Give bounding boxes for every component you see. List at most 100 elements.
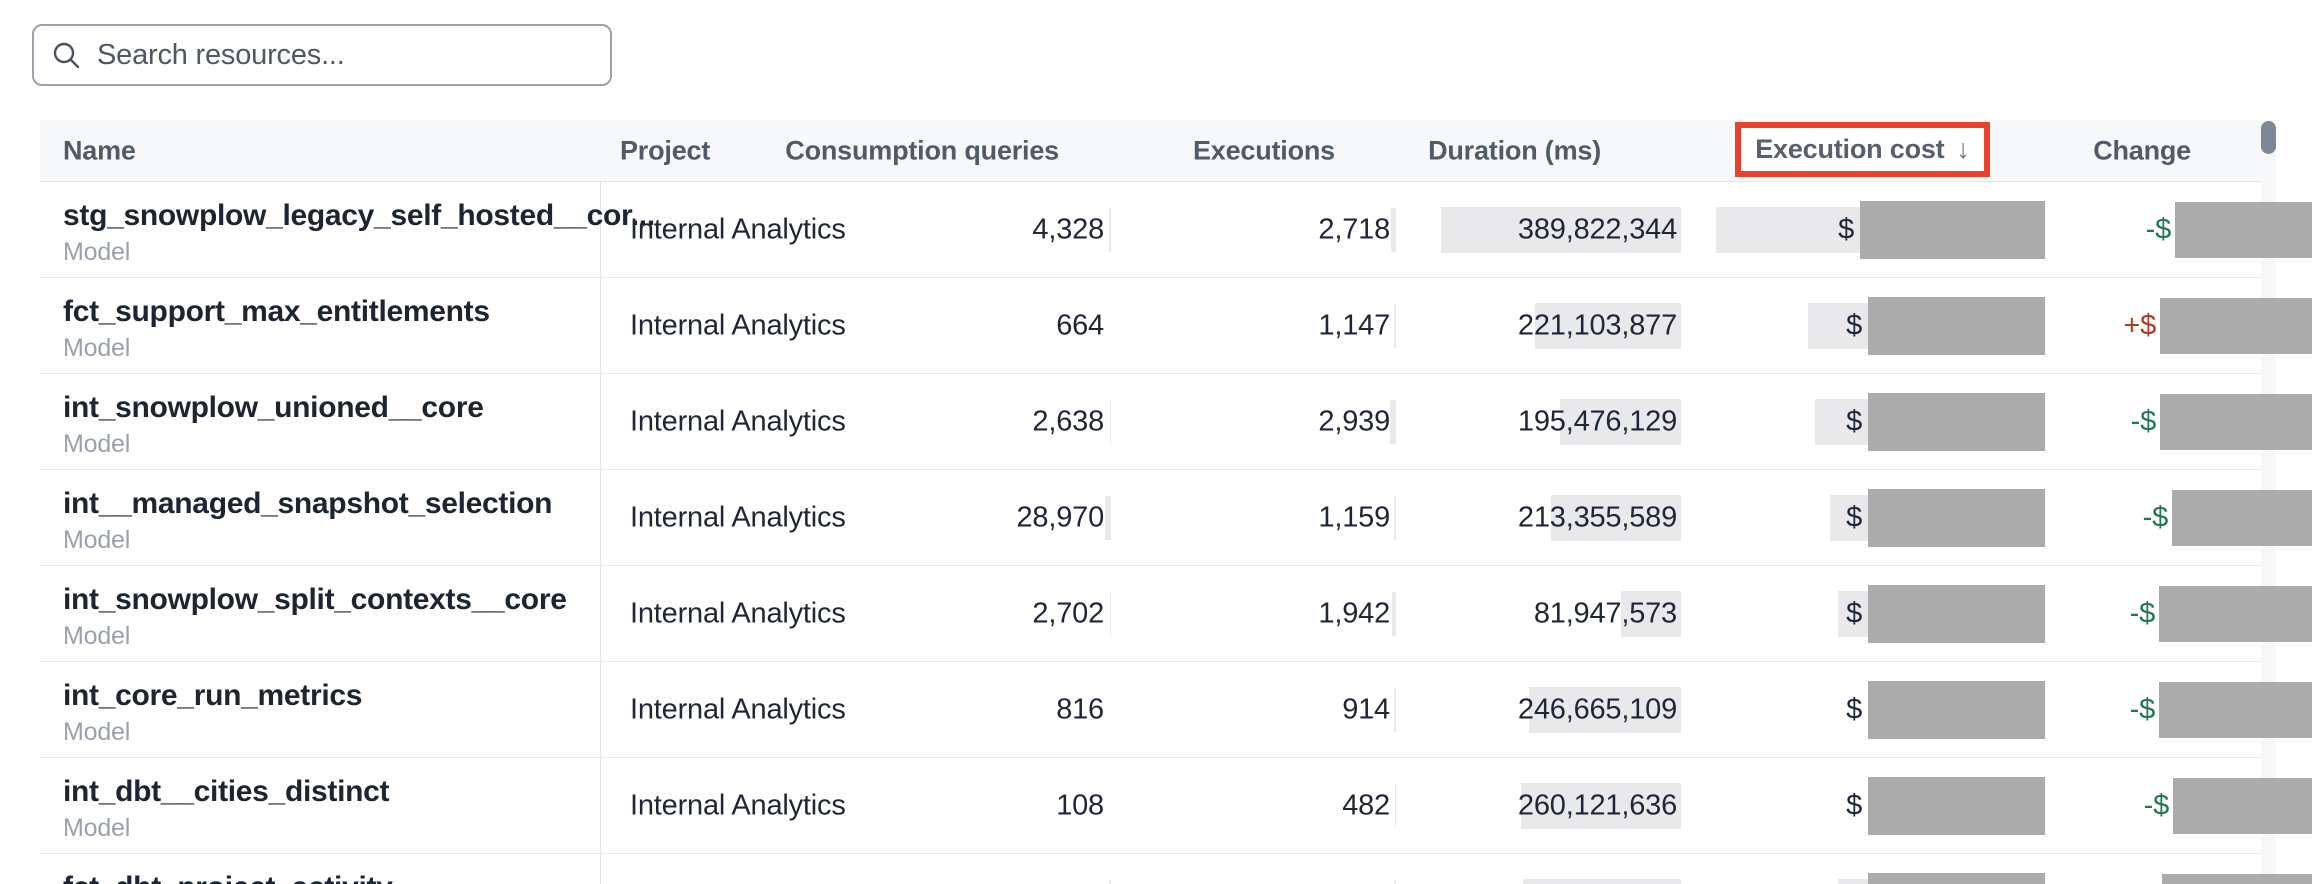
duration-cell: 213,355,589 [1517, 501, 1677, 534]
row-divider [40, 757, 2261, 758]
execution-cost-redaction-block [1868, 489, 2045, 547]
table-row[interactable]: int_snowplow_unioned__core Model Interna… [40, 374, 2312, 470]
execution-cost-currency: $ [1846, 693, 1862, 726]
duration-bar [1551, 495, 1681, 541]
executions-cell: 1,159 [1318, 501, 1390, 534]
column-header-change[interactable]: Change [2093, 135, 2191, 165]
execution-cost-currency: $ [1846, 789, 1862, 822]
execution-cost-currency: $ [1838, 213, 1854, 246]
resource-name[interactable]: int_dbt__cities_distinct [63, 775, 390, 808]
execution-cost-bar [1808, 303, 1868, 349]
table-row[interactable]: int_core_run_metrics Model Internal Anal… [40, 662, 2312, 758]
change-sign: +$ [2123, 309, 2156, 342]
executions-bar [1390, 400, 1396, 444]
executions-cell: 2,718 [1318, 213, 1390, 246]
project-cell: Internal Analytics [630, 789, 846, 822]
duration-bar [1521, 783, 1681, 829]
resource-name-cell[interactable]: stg_snowplow_legacy_self_hosted__cor... … [63, 199, 655, 267]
resources-table: Name Project Consumption queries Executi… [40, 120, 2312, 884]
table-row[interactable]: stg_snowplow_legacy_self_hosted__cor... … [40, 182, 2312, 278]
resource-type-label: Model [63, 238, 131, 266]
change-redaction-block [2160, 394, 2312, 450]
search-box[interactable] [32, 24, 612, 86]
table-row[interactable]: fct_dbt_project_activity Model [40, 854, 2312, 884]
change-sign: -$ [2142, 501, 2169, 534]
column-header-duration[interactable]: Duration (ms) [1428, 135, 1601, 165]
column-header-consumption-queries[interactable]: Consumption queries [785, 135, 1059, 165]
execution-cost-bar [1830, 495, 1868, 541]
resource-name-cell[interactable]: int_core_run_metrics Model [63, 679, 362, 747]
duration-cell: 389,822,344 [1517, 213, 1677, 246]
duration-cell: 195,476,129 [1517, 405, 1677, 438]
resource-name[interactable]: int__managed_snapshot_selection [63, 487, 553, 520]
consumption-queries-bar [1109, 880, 1111, 884]
execution-cost-redaction-block [1868, 873, 2045, 884]
resource-name-cell[interactable]: int_dbt__cities_distinct Model [63, 775, 390, 843]
change-redaction-block [2172, 490, 2312, 546]
table-row[interactable]: int_dbt__cities_distinct Model Internal … [40, 758, 2312, 854]
executions-cell: 1,942 [1318, 597, 1390, 630]
change-redaction-block [2159, 682, 2312, 738]
project-cell: Internal Analytics [630, 213, 846, 246]
project-cell: Internal Analytics [630, 693, 846, 726]
resource-name[interactable]: stg_snowplow_legacy_self_hosted__cor... [63, 199, 655, 232]
execution-cost-redaction-block [1860, 201, 2045, 259]
executions-cell: 914 [1342, 693, 1390, 726]
execution-cost-bar [1716, 207, 1860, 253]
duration-cell: 246,665,109 [1517, 693, 1677, 726]
column-header-execution-cost[interactable]: Execution cost [1755, 134, 1945, 164]
column-header-name[interactable]: Name [63, 135, 136, 165]
duration-cell: 260,121,636 [1517, 789, 1677, 822]
column-header-project[interactable]: Project [620, 135, 711, 165]
row-divider [40, 469, 2261, 470]
resource-type-label: Model [63, 526, 131, 554]
vertical-scrollbar-thumb[interactable] [2261, 121, 2276, 154]
row-divider [40, 661, 2261, 662]
table-row[interactable]: int_snowplow_split_contexts__core Model … [40, 566, 2312, 662]
duration-bar [1621, 591, 1681, 637]
table-row[interactable]: fct_support_max_entitlements Model Inter… [40, 278, 2312, 374]
change-redaction-block [2175, 202, 2312, 258]
resource-name[interactable]: fct_support_max_entitlements [63, 295, 490, 328]
executions-bar [1394, 304, 1396, 348]
resource-type-label: Model [63, 718, 131, 746]
executions-bar [1394, 496, 1396, 540]
change-sign: -$ [2129, 597, 2156, 630]
resource-name-cell[interactable]: int__managed_snapshot_selection Model [63, 487, 552, 555]
resource-name-cell[interactable]: int_snowplow_split_contexts__core Model [63, 583, 567, 651]
executions-bar [1394, 880, 1396, 884]
search-input[interactable] [95, 37, 610, 73]
resource-name-cell[interactable]: int_snowplow_unioned__core Model [63, 391, 484, 459]
execution-cost-bar [1838, 591, 1868, 637]
consumption-queries-bar [1105, 496, 1111, 540]
resource-name[interactable]: int_snowplow_split_contexts__core [63, 583, 567, 616]
resource-type-label: Model [63, 334, 131, 362]
change-redaction-block [2159, 586, 2312, 642]
resource-name[interactable]: fct_dbt_project_activity [63, 871, 393, 884]
consumption-queries-cell: 2,638 [1032, 405, 1104, 438]
row-divider [40, 565, 2261, 566]
duration-bar [1523, 879, 1681, 884]
execution-cost-redaction-block [1868, 585, 2045, 643]
consumption-queries-cell: 2,702 [1032, 597, 1104, 630]
resource-type-label: Model [63, 430, 131, 458]
table-header-row: Name Project Consumption queries Executi… [40, 120, 2261, 182]
resource-name[interactable]: int_core_run_metrics [63, 679, 363, 712]
executions-bar [1394, 688, 1396, 732]
execution-cost-redaction-block [1868, 297, 2045, 355]
row-divider [40, 853, 2261, 854]
consumption-queries-cell: 28,970 [1016, 501, 1105, 534]
resource-name[interactable]: int_snowplow_unioned__core [63, 391, 484, 424]
table-row[interactable]: int__managed_snapshot_selection Model In… [40, 470, 2312, 566]
resource-name-cell[interactable]: fct_support_max_entitlements Model [63, 295, 490, 363]
executions-cell: 482 [1342, 789, 1390, 822]
consumption-queries-bar [1110, 400, 1111, 444]
change-sign: -$ [2130, 405, 2157, 438]
column-header-executions[interactable]: Executions [1192, 135, 1335, 165]
project-cell: Internal Analytics [630, 405, 846, 438]
resource-type-label: Model [63, 814, 131, 842]
resource-name-cell[interactable]: fct_dbt_project_activity Model [63, 871, 393, 884]
executions-bar [1395, 784, 1396, 828]
executions-cell: 1,147 [1318, 309, 1390, 342]
